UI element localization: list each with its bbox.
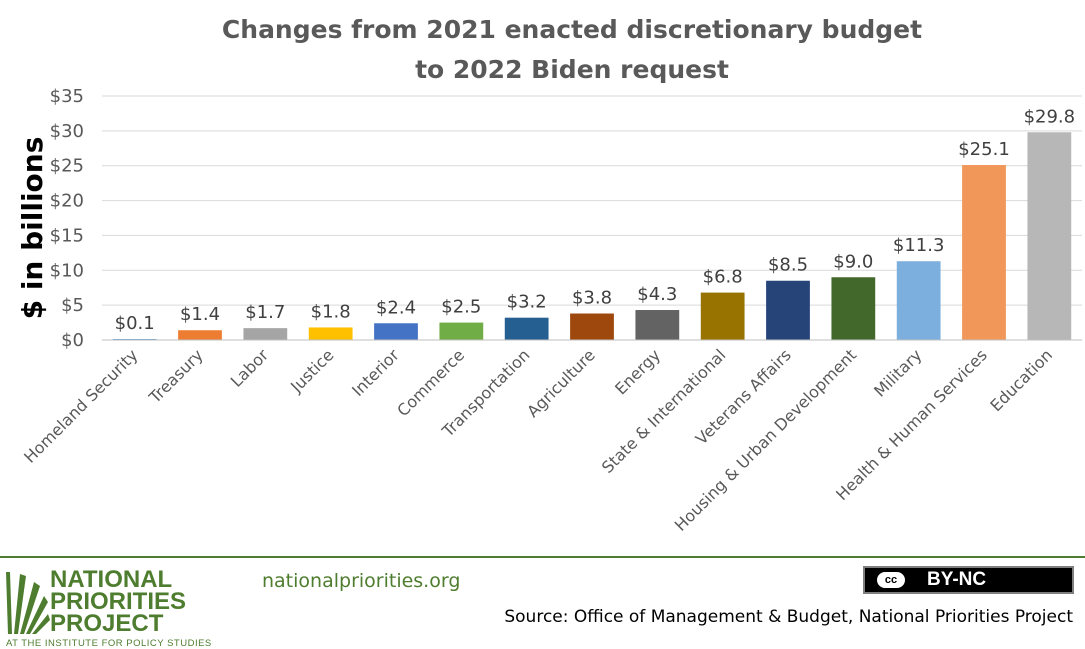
npp-logo[interactable]: NATIONAL PRIORITIES PROJECT AT THE INSTI… bbox=[6, 566, 246, 649]
y-tick-label: $35 bbox=[50, 86, 84, 107]
data-label: $1.8 bbox=[311, 301, 351, 322]
website-link[interactable]: nationalpriorities.org bbox=[262, 570, 461, 592]
y-tick-label: $10 bbox=[50, 260, 84, 281]
data-label: $2.5 bbox=[441, 297, 481, 318]
bar bbox=[570, 313, 614, 340]
data-label: $1.4 bbox=[180, 304, 220, 325]
data-label: $8.5 bbox=[768, 255, 808, 276]
chart-title-line1: Changes from 2021 enacted discretionary … bbox=[222, 15, 922, 44]
logo-subtitle: AT THE INSTITUTE FOR POLICY STUDIES bbox=[6, 638, 212, 649]
category-label: Homeland Security bbox=[20, 345, 141, 466]
y-tick-label: $20 bbox=[50, 191, 84, 212]
bar bbox=[962, 165, 1006, 340]
bar bbox=[700, 292, 745, 340]
source-note: Source: Office of Management & Budget, N… bbox=[504, 607, 1073, 627]
bar bbox=[766, 280, 810, 340]
y-tick-labels: $0 $5 $10 $15 $20 $25 $30 $35 bbox=[50, 86, 84, 351]
bar bbox=[1027, 132, 1072, 340]
data-label: $2.4 bbox=[376, 297, 416, 318]
category-label: Treasury bbox=[145, 345, 207, 407]
license-label: BY-NC bbox=[927, 569, 987, 590]
category-label: Military bbox=[870, 345, 925, 400]
category-label: Justice bbox=[286, 345, 337, 396]
creative-commons-icon: cc bbox=[875, 570, 907, 590]
category-label: Agriculture bbox=[523, 345, 599, 421]
chart-title-line2: to 2022 Biden request bbox=[415, 55, 729, 84]
bar-chart: Changes from 2021 enacted discretionary … bbox=[16, 15, 1082, 535]
data-label: $9.0 bbox=[833, 251, 873, 272]
data-label: $6.8 bbox=[703, 267, 743, 288]
bar bbox=[374, 323, 418, 340]
y-tick-label: $30 bbox=[50, 121, 84, 142]
category-label: Energy bbox=[611, 345, 664, 398]
y-tick-label: $25 bbox=[50, 156, 84, 177]
gridlines bbox=[102, 95, 1082, 306]
sunburst-logo-icon bbox=[6, 572, 50, 634]
y-axis-label: $ in billions bbox=[16, 137, 49, 320]
data-label: $25.1 bbox=[958, 139, 1010, 160]
category-labels: Homeland Security Treasury Labor Justice Int… bbox=[20, 345, 1056, 535]
data-label: $1.7 bbox=[245, 302, 285, 323]
bar bbox=[439, 322, 484, 340]
bar bbox=[243, 328, 288, 340]
logo-line-project: PROJECT bbox=[50, 610, 164, 637]
bars bbox=[112, 132, 1072, 340]
bar bbox=[831, 277, 876, 340]
data-labels: $0.1 $1.4 $1.7 $1.8 $2.4 $2.5 $3.2 $3.8 $4.3 $6.8… bbox=[115, 106, 1075, 334]
bar bbox=[308, 327, 353, 340]
data-label: $3.8 bbox=[572, 288, 612, 309]
data-label: $29.8 bbox=[1024, 106, 1076, 127]
y-tick-label: $5 bbox=[61, 295, 84, 316]
bar bbox=[635, 310, 680, 340]
category-label: Labor bbox=[227, 345, 273, 391]
data-label: $11.3 bbox=[893, 235, 945, 256]
cc-license-badge[interactable]: cc BY-NC bbox=[863, 566, 1074, 594]
category-label: Education bbox=[986, 345, 1056, 415]
logo-line-national: NATIONAL bbox=[50, 566, 173, 593]
y-tick-label: $15 bbox=[50, 225, 84, 246]
category-label: Interior bbox=[348, 345, 403, 400]
data-label: $4.3 bbox=[637, 284, 677, 305]
bar bbox=[504, 317, 549, 340]
y-tick-label: $0 bbox=[61, 330, 84, 351]
footer-divider bbox=[0, 556, 1085, 558]
logo-line-priorities: PRIORITIES bbox=[50, 588, 187, 615]
data-label: $0.1 bbox=[115, 313, 155, 334]
bar bbox=[896, 261, 941, 340]
bar bbox=[178, 330, 222, 340]
footer: NATIONAL PRIORITIES PROJECT AT THE INSTI… bbox=[0, 556, 1085, 649]
data-label: $3.2 bbox=[507, 292, 547, 313]
category-label: State & International bbox=[598, 345, 730, 477]
